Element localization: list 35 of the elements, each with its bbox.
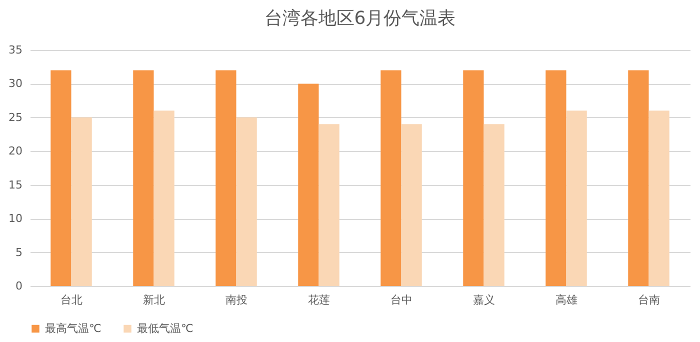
legend-label: 最高气温℃ [45, 322, 102, 335]
bar [50, 70, 72, 286]
x-tick-label: 高雄 [555, 294, 578, 306]
y-tick-label: 15 [8, 178, 22, 192]
x-tick-label: 嘉义 [472, 294, 495, 306]
x-tick-label: 南投 [225, 294, 248, 306]
bar [318, 124, 340, 286]
y-tick-label: 25 [8, 110, 22, 124]
bar [133, 70, 154, 286]
y-tick-label: 35 [8, 44, 22, 56]
y-tick-label: 0 [16, 280, 22, 292]
y-tick-label: 10 [8, 212, 22, 226]
bar [71, 117, 92, 286]
bar [401, 124, 422, 286]
bar [236, 117, 257, 286]
bar [380, 70, 402, 286]
bar [216, 70, 236, 286]
bar [546, 70, 566, 286]
bar [628, 70, 649, 286]
y-tick-label: 20 [8, 144, 22, 158]
y-tick-label: 30 [8, 77, 22, 90]
bar [298, 84, 319, 286]
legend-label: 最低气温℃ [137, 322, 194, 335]
y-tick-label: 5 [16, 246, 22, 259]
bar [648, 110, 670, 286]
x-tick-label: 花莲 [308, 294, 330, 306]
x-tick-label: 新北 [142, 294, 165, 306]
bar [154, 110, 174, 286]
x-tick-label: 台南 [638, 294, 660, 306]
x-tick-label: 台中 [390, 294, 412, 306]
chart-title: 台湾各地区6月份气温表 [264, 8, 456, 29]
bar [484, 124, 504, 286]
x-tick-label: 台北 [60, 294, 82, 306]
bar [566, 110, 587, 286]
bar [463, 70, 484, 286]
